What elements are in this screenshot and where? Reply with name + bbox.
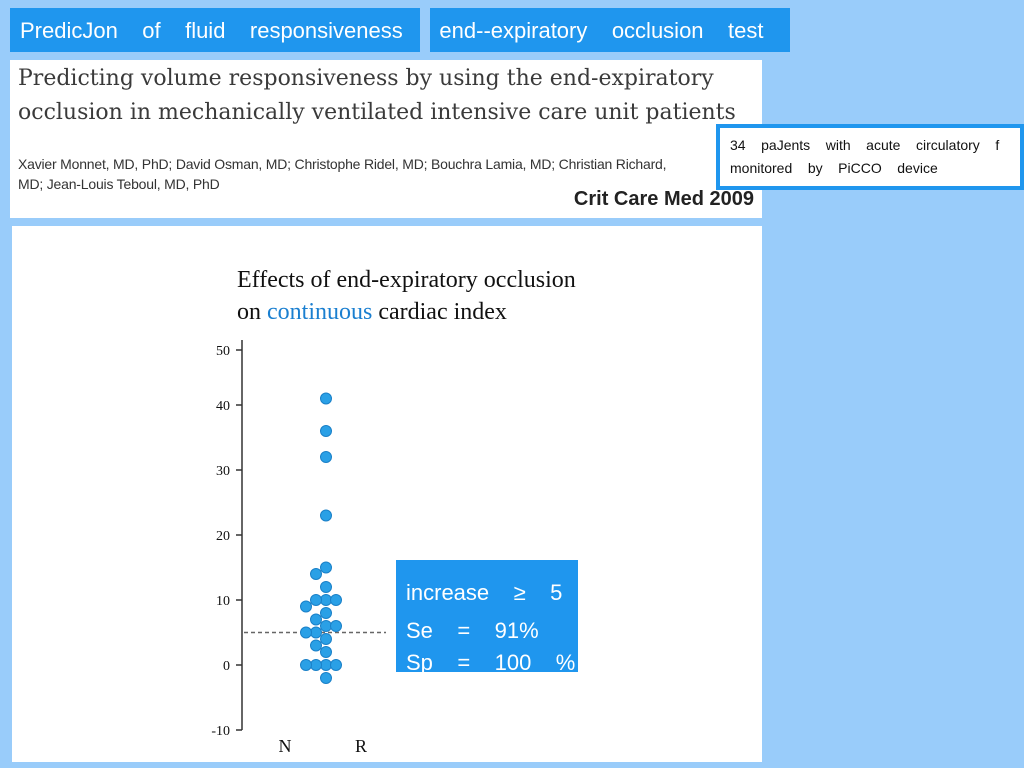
y-tick-label: 10 [216, 594, 230, 609]
paper-title: Predicting volume responsiveness by usin… [18, 66, 736, 125]
chart-title-line1: Effects of end-expiratory occlusion [237, 267, 576, 293]
paper-journal: Crit Care Med 2009 [573, 188, 754, 210]
paper-citation: Predicting volume responsiveness by usin… [10, 60, 762, 218]
data-point [310, 659, 322, 671]
data-point [320, 509, 332, 522]
data-point [320, 607, 332, 619]
paper-authors: Xavier Monnet, MD, PhD; David Osman, MD;… [18, 156, 667, 192]
x-category-label: N [279, 736, 292, 756]
data-point [300, 659, 312, 671]
data-point [320, 659, 332, 671]
y-tick-label: 30 [216, 464, 230, 479]
chart-panel [12, 226, 762, 762]
data-point [320, 594, 332, 606]
x-category-label: R [355, 736, 367, 756]
result-specificity: Sp = 100 % [406, 650, 576, 672]
chart-title: Effects of end-expiratory occlusion on c… [237, 264, 677, 328]
data-point [320, 451, 332, 463]
data-point [310, 594, 322, 606]
data-point [320, 646, 332, 658]
chart-title-prefix: on [237, 299, 267, 325]
patients-note: 34 paJents with acute circulatory f moni… [716, 124, 1024, 190]
data-point [320, 672, 332, 684]
y-tick-label: 20 [216, 529, 230, 544]
data-point [310, 626, 322, 639]
y-tick-label: 0 [223, 659, 230, 674]
data-point [300, 626, 312, 639]
data-point [330, 659, 342, 671]
y-tick-label: -10 [211, 724, 230, 739]
title-bar-right [430, 8, 790, 52]
result-threshold: increase ≥ 5 [406, 580, 563, 605]
data-point [320, 633, 332, 645]
title-bar-left [10, 8, 420, 52]
patients-note-line1: 34 paJents with acute circulatory f [730, 137, 1000, 153]
chart-title-highlight: continuous [267, 299, 373, 325]
data-point [330, 620, 342, 632]
chart-title-suffix: cardiac index [372, 299, 507, 325]
y-tick-label: 40 [216, 399, 230, 414]
data-point [320, 392, 332, 405]
data-point [320, 581, 332, 593]
result-sensitivity: Se = 91% [406, 618, 539, 643]
data-point [310, 568, 322, 580]
data-point [310, 613, 322, 626]
patients-note-line2: monitored by PiCCO device [730, 160, 938, 176]
data-point [330, 594, 342, 606]
result-box: increase ≥ 5 Se = 91% Sp = 100 % [396, 560, 578, 672]
data-point [310, 639, 322, 652]
data-point [320, 620, 332, 632]
data-point [320, 561, 332, 574]
slide-title: PredicJon of fluid responsiveness end--e… [20, 18, 764, 43]
data-point [300, 600, 312, 613]
chart-title-line2: on continuous cardiac index [237, 296, 677, 328]
y-tick-label: 50 [216, 344, 230, 359]
data-point [320, 425, 332, 437]
